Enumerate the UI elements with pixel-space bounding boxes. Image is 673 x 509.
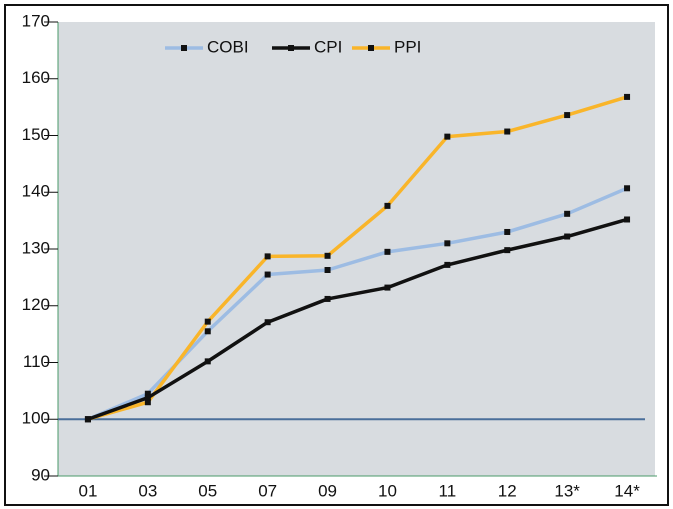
legend-marker	[288, 45, 294, 51]
point-marker	[204, 318, 211, 325]
point-marker	[144, 399, 151, 406]
x-tick-label: 07	[258, 481, 277, 500]
point-marker	[264, 253, 271, 260]
point-marker	[384, 202, 391, 209]
point-marker	[624, 185, 631, 192]
series-line	[87, 95, 628, 421]
y-tick-label: 110	[23, 352, 50, 371]
legend-marker	[368, 45, 374, 51]
legend-label: COBI	[207, 37, 249, 56]
point-marker	[204, 358, 211, 365]
point-marker	[564, 233, 571, 240]
point-marker	[144, 394, 151, 401]
point-marker	[564, 112, 571, 119]
point-marker	[324, 295, 331, 302]
x-tick-label: 13*	[554, 481, 580, 500]
y-tick-label: 170	[22, 11, 50, 30]
legend-label: CPI	[314, 37, 342, 56]
point-marker	[264, 271, 271, 278]
point-marker	[204, 328, 211, 335]
x-tick-label: 11	[439, 481, 457, 500]
x-tick-label: 03	[138, 481, 157, 500]
point-marker	[504, 128, 511, 135]
y-tick-label: 120	[22, 295, 50, 314]
y-tick-label: 90	[31, 465, 50, 484]
x-tick-label: 09	[318, 481, 337, 500]
point-marker	[504, 247, 511, 254]
point-marker	[444, 261, 451, 268]
point-marker	[144, 390, 151, 397]
x-tick-label: 14*	[614, 481, 640, 500]
point-marker	[384, 284, 391, 291]
point-marker	[384, 248, 391, 255]
legend-marker	[181, 45, 187, 51]
point-marker	[624, 216, 631, 223]
point-marker	[444, 133, 451, 140]
y-tick-label: 150	[22, 125, 50, 144]
point-marker	[324, 252, 331, 259]
point-marker	[624, 93, 631, 100]
point-marker	[504, 228, 511, 235]
series-line	[87, 217, 628, 421]
x-tick-label: 12	[498, 481, 517, 500]
y-tick-label: 140	[22, 182, 50, 201]
point-marker	[264, 319, 271, 326]
point-marker	[324, 266, 331, 273]
x-tick-label: 05	[198, 481, 217, 500]
y-tick-label: 100	[22, 409, 50, 428]
point-marker	[444, 240, 451, 247]
legend-label: PPI	[394, 37, 421, 56]
x-tick-label: 01	[78, 481, 97, 500]
y-tick-label: 130	[22, 238, 50, 257]
y-tick-label: 160	[22, 68, 50, 87]
plot-area	[58, 22, 655, 476]
x-tick-label: 10	[378, 481, 397, 500]
point-marker	[84, 416, 91, 423]
point-marker	[564, 210, 571, 217]
